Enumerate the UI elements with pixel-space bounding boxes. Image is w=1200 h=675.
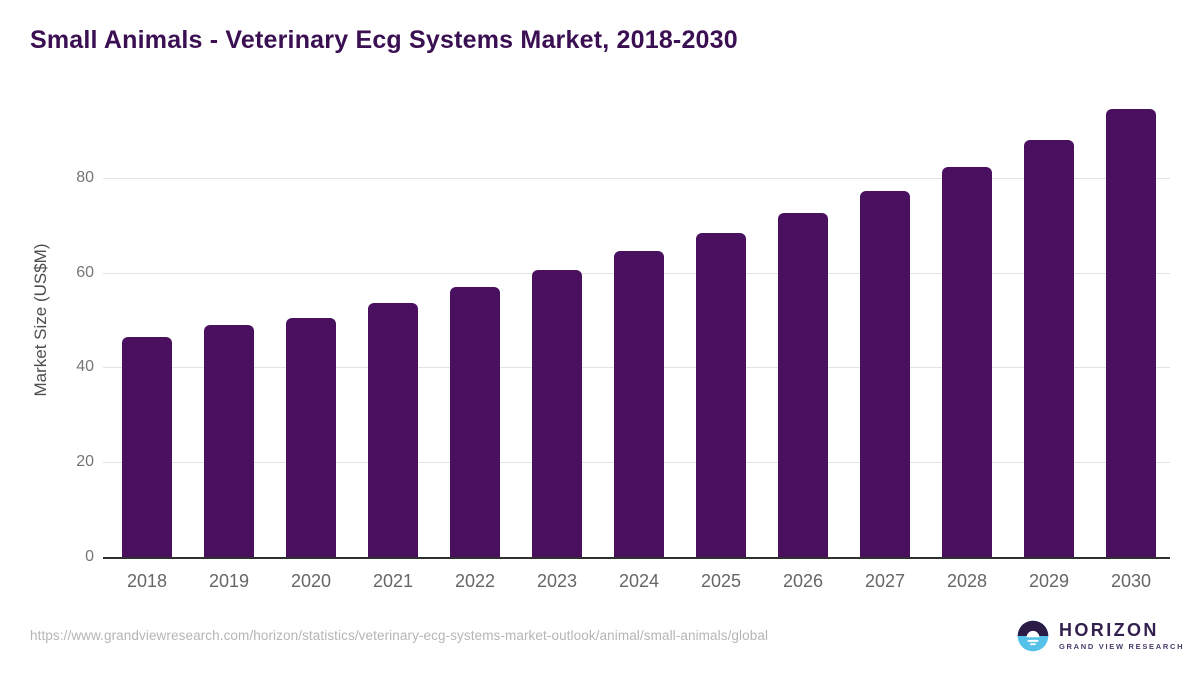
logo-subtitle: GRAND VIEW RESEARCH (1059, 642, 1185, 652)
x-tick-label-2030: 2030 (1110, 571, 1152, 591)
y-tick-label: 60 (76, 263, 94, 281)
x-tick-label-2024: 2024 (618, 571, 660, 591)
bar-2023[interactable] (532, 269, 582, 557)
y-tick-label: 40 (76, 358, 94, 376)
x-tick-label-2029: 2029 (1028, 571, 1070, 591)
bar-2024[interactable] (614, 250, 664, 557)
logo-title: HORIZON (1059, 619, 1159, 640)
bar-2028[interactable] (942, 166, 992, 557)
source-url: https://www.grandviewresearch.com/horizo… (30, 628, 769, 643)
y-axis-title: Market Size (US$M) (31, 243, 50, 397)
bar-2018[interactable] (122, 337, 172, 557)
chart-title: Small Animals - Veterinary Ecg Systems M… (30, 26, 738, 54)
plot-area: 0 20 40 60 80 2018 2019 2020 2021 2022 2023 2024 202… (76, 85, 1170, 591)
logo-text-block: HORIZON GRAND VIEW RESEARCH (1059, 619, 1185, 652)
bar-2030[interactable] (1106, 109, 1156, 557)
bar-2020[interactable] (286, 318, 336, 557)
horizon-logo[interactable]: HORIZON GRAND VIEW RESEARCH (1016, 619, 1184, 653)
horizon-logo-icon (1017, 620, 1049, 652)
y-tick-label: 20 (76, 453, 94, 471)
y-tick-label: 80 (76, 168, 94, 186)
x-tick-label-2021: 2021 (372, 571, 414, 591)
x-tick-label-2022: 2022 (454, 571, 496, 591)
bar-2019[interactable] (204, 324, 254, 557)
gridline (103, 177, 1170, 179)
x-tick-label-2028: 2028 (946, 571, 988, 591)
x-tick-label-2025: 2025 (700, 571, 742, 591)
bar-2025[interactable] (696, 232, 746, 557)
y-tick-label: 0 (85, 548, 94, 565)
bar-2029[interactable] (1024, 139, 1074, 557)
x-tick-label-2027: 2027 (864, 571, 906, 591)
bar-2022[interactable] (450, 286, 500, 557)
x-tick-label-2026: 2026 (782, 571, 824, 591)
bar-2021[interactable] (368, 303, 418, 557)
x-tick-label-2018: 2018 (126, 571, 168, 591)
bar-2027[interactable] (860, 190, 910, 557)
bar-2026[interactable] (778, 212, 828, 557)
x-tick-label-2019: 2019 (208, 571, 250, 591)
x-tick-label-2023: 2023 (536, 571, 578, 591)
x-tick-label-2020: 2020 (290, 571, 332, 591)
